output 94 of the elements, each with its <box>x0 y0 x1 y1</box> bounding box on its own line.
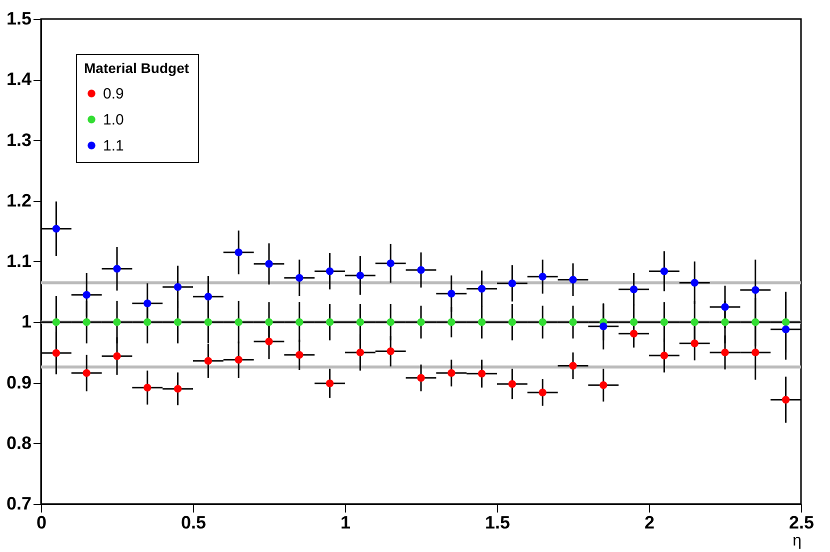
point <box>234 248 242 256</box>
point <box>569 318 577 326</box>
point <box>356 272 364 280</box>
x-tick-label: 2 <box>644 512 655 532</box>
point <box>326 318 334 326</box>
point <box>356 318 364 326</box>
point <box>234 318 242 326</box>
y-tick-label: 0.7 <box>6 494 32 514</box>
point <box>569 362 577 370</box>
point <box>752 318 760 326</box>
y-tick-label: 1.5 <box>6 8 32 28</box>
point <box>630 330 638 338</box>
point <box>113 264 121 273</box>
point <box>690 318 698 326</box>
legend-title: Material Budget <box>84 60 190 76</box>
point <box>204 357 212 365</box>
point <box>478 318 486 326</box>
x-tick-label: 0 <box>36 512 47 532</box>
point <box>82 290 90 299</box>
y-tick-label: 1.3 <box>6 130 32 150</box>
point <box>296 274 304 282</box>
point <box>174 283 182 291</box>
x-tick-label: 0.5 <box>180 512 206 532</box>
point <box>508 279 516 288</box>
point <box>782 318 790 326</box>
point <box>174 318 182 326</box>
point <box>386 347 394 356</box>
point <box>174 384 182 393</box>
point <box>782 396 790 404</box>
x-tick-label: 1 <box>340 512 351 532</box>
point <box>630 286 638 294</box>
point <box>538 272 546 281</box>
point <box>448 318 456 326</box>
point <box>660 318 668 326</box>
point <box>265 338 273 346</box>
point <box>508 318 516 326</box>
point <box>296 350 304 359</box>
y-tick-label: 1.2 <box>6 190 32 210</box>
point <box>660 267 668 276</box>
point <box>417 374 425 382</box>
point <box>82 318 90 326</box>
point <box>52 224 60 233</box>
point <box>752 348 760 356</box>
point <box>296 318 304 326</box>
point <box>690 278 698 287</box>
point <box>204 318 212 326</box>
x-tick-label: 2.5 <box>788 512 814 532</box>
point <box>721 348 729 356</box>
point <box>417 266 425 274</box>
point <box>660 352 668 360</box>
point <box>113 318 121 326</box>
y-tick-label: 1.4 <box>6 69 32 90</box>
point <box>600 322 608 330</box>
legend-label: 1.1 <box>103 138 124 154</box>
point <box>508 380 516 388</box>
point <box>721 318 729 326</box>
point <box>782 326 790 334</box>
y-tick-label: 0.9 <box>6 372 32 392</box>
point <box>600 381 608 390</box>
point <box>144 318 152 326</box>
point <box>52 318 60 326</box>
point <box>144 299 152 308</box>
point <box>721 303 729 311</box>
point <box>52 349 60 357</box>
point <box>356 348 364 356</box>
point <box>265 260 273 268</box>
x-axis-title: η <box>792 532 802 550</box>
point <box>538 388 546 396</box>
point <box>326 379 334 388</box>
point <box>630 318 638 326</box>
point <box>82 369 90 377</box>
point <box>569 276 577 284</box>
point <box>538 318 546 326</box>
point <box>690 339 698 348</box>
point <box>752 286 760 294</box>
y-tick-label: 1.1 <box>6 251 32 271</box>
point <box>386 259 394 268</box>
point <box>448 369 456 377</box>
y-tick-label: 0.8 <box>6 432 32 453</box>
point <box>234 356 242 364</box>
y-tick-label: 1 <box>21 312 32 332</box>
legend-label: 1.0 <box>103 112 124 128</box>
point <box>265 318 273 326</box>
point <box>478 370 486 378</box>
point <box>448 290 456 298</box>
point <box>417 318 425 326</box>
point <box>113 352 121 360</box>
point <box>204 292 212 301</box>
point <box>144 384 152 392</box>
point <box>326 267 334 276</box>
legend-label: 0.9 <box>103 86 124 102</box>
x-tick-label: 1.5 <box>484 512 510 532</box>
point <box>478 284 486 293</box>
point <box>386 318 394 326</box>
